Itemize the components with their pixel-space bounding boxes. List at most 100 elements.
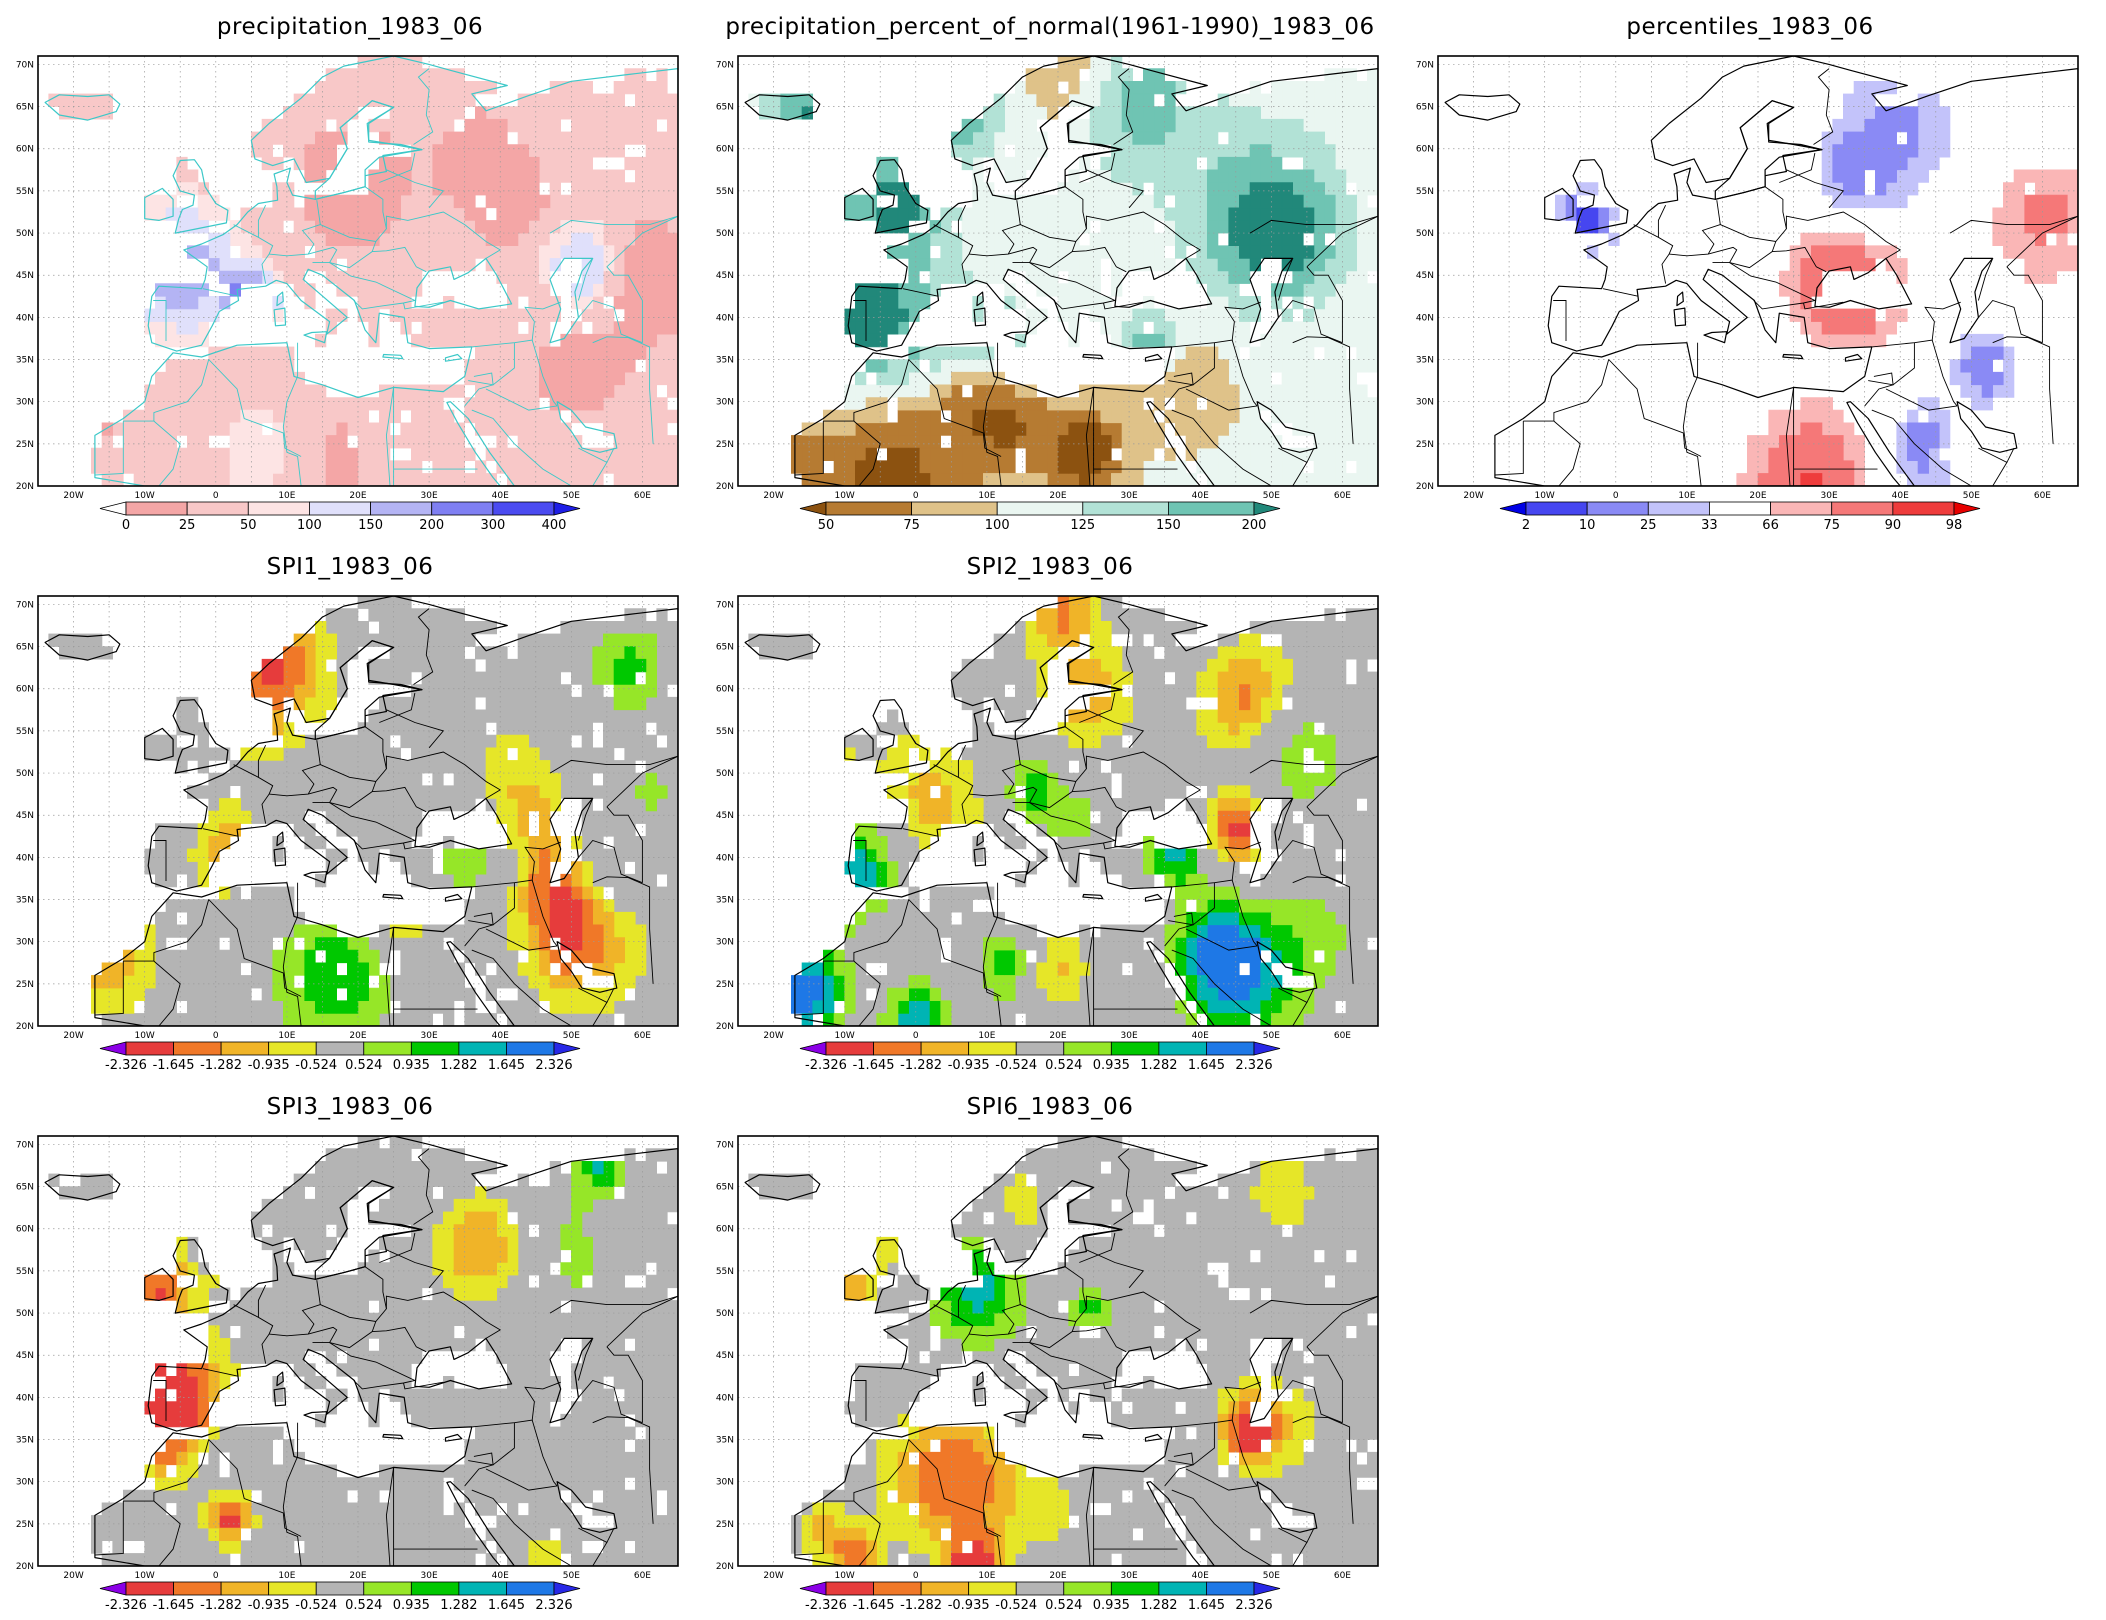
lon-tick-label: 10E	[978, 1571, 995, 1581]
colorbar-swatch	[1015, 1581, 1065, 1596]
field-region	[101, 106, 678, 486]
colorbar-label: 75	[1823, 518, 1840, 533]
lat-tick-label: 60N	[16, 685, 34, 695]
map-gridlines	[738, 596, 1378, 1026]
lon-tick-label: 10W	[134, 1031, 154, 1041]
lat-tick-label: 55N	[716, 187, 734, 197]
lon-tick-label: 30E	[421, 491, 438, 501]
lat-tick-label: 25N	[16, 980, 34, 990]
colorbar-label: 100	[297, 518, 322, 533]
lat-tick-label: 30N	[1416, 398, 1434, 408]
colorbar-swatch	[1831, 501, 1894, 516]
coastlines	[44, 1136, 678, 1566]
colorbar-swatch	[1892, 501, 1955, 516]
lat-tick-label: 40N	[716, 313, 734, 323]
colorbar-swatch	[458, 1041, 507, 1056]
lat-tick-label: 55N	[16, 1267, 34, 1277]
lat-tick-label: 20N	[1416, 482, 1434, 492]
lat-tick-label: 55N	[16, 187, 34, 197]
colorbar-label: 90	[1885, 518, 1902, 533]
colorbar-label: 75	[903, 518, 920, 533]
colorbar-swatch	[458, 1581, 507, 1596]
lon-tick-label: 0	[213, 1571, 219, 1581]
colorbar-label: 0	[122, 518, 130, 533]
colorbar-swatch	[268, 1041, 317, 1056]
lat-tick-label: 35N	[716, 1436, 734, 1446]
colorbar: -2.326 -1.645 -1.282 -0.935 -0.524 0.524 0.935…	[799, 1581, 1281, 1613]
lon-tick-label: 60E	[1334, 1031, 1351, 1041]
colorbar-swatch	[186, 501, 249, 516]
lat-tick-label: 65N	[16, 643, 34, 653]
colorbar-swatch	[125, 501, 188, 516]
lon-tick-label: 50E	[1963, 491, 1980, 501]
panel-title: SPI6_1983_06	[966, 1094, 1134, 1120]
map-gridlines	[38, 596, 678, 1026]
colorbar-swatch	[506, 1581, 555, 1596]
coastlines	[44, 56, 678, 486]
lat-tick-label: 40N	[16, 313, 34, 323]
colorbar: -2.326 -1.645 -1.282 -0.935 -0.524 0.524 0.935…	[99, 1041, 581, 1073]
colorbar-label: 200	[419, 518, 444, 533]
lat-tick-label: 40N	[716, 853, 734, 863]
lat-tick-label: 50N	[16, 229, 34, 239]
lat-tick-label: 30N	[716, 398, 734, 408]
colorbar-label: -0.935	[248, 1058, 290, 1073]
panel-title: precipitation_percent_of_normal(1961-199…	[725, 14, 1375, 40]
lat-tick-label: 20N	[716, 1022, 734, 1032]
field-region	[833, 722, 1347, 1026]
colorbar-swatch	[370, 501, 433, 516]
lon-tick-label: 20E	[349, 1031, 366, 1041]
lon-tick-label: 0	[213, 491, 219, 501]
colorbar-swatch	[125, 1041, 174, 1056]
lon-tick-label: 20W	[763, 1031, 783, 1041]
map-frame	[737, 55, 1379, 487]
colorbar-swatch	[825, 501, 912, 516]
lat-tick-label: 50N	[16, 769, 34, 779]
colorbar-swatch	[506, 1041, 555, 1056]
colorbar-label: 0.935	[393, 1598, 430, 1613]
colorbar-label: 2.326	[535, 1058, 572, 1073]
colorbar-label: 0.935	[1093, 1598, 1130, 1613]
colorbar-swatch	[410, 1041, 460, 1056]
colorbar-swatch	[492, 501, 555, 516]
lat-tick-label: 35N	[16, 896, 34, 906]
lon-tick-label: 40E	[1192, 491, 1209, 501]
colorbar-arrow-high	[553, 501, 581, 516]
map-field	[738, 1136, 1378, 1566]
map-frame	[1437, 55, 2079, 487]
lon-tick-label: 30E	[1121, 1031, 1138, 1041]
country-borders	[94, 1148, 678, 1566]
colorbar-swatch	[220, 1041, 270, 1056]
lat-tick-label: 25N	[716, 440, 734, 450]
colorbar-label: 2.326	[1235, 1598, 1272, 1613]
map-gridlines	[738, 56, 1378, 486]
colorbar-swatch	[1206, 1041, 1255, 1056]
lat-tick-label: 60N	[1416, 145, 1434, 155]
colorbar-label: 300	[480, 518, 505, 533]
colorbar-arrow-high	[1953, 501, 1981, 516]
colorbar-label: 150	[358, 518, 383, 533]
lat-tick-label: 25N	[716, 1520, 734, 1530]
lon-tick-label: 20E	[1049, 491, 1066, 501]
colorbar-label: -1.645	[153, 1058, 195, 1073]
colorbar-swatch	[968, 1581, 1017, 1596]
colorbar-label: 400	[542, 518, 567, 533]
colorbar-label: 1.282	[1140, 1058, 1177, 1073]
colorbar-swatch	[873, 1581, 922, 1596]
colorbar-label: -2.326	[105, 1598, 147, 1613]
lon-tick-label: 10E	[978, 491, 995, 501]
field-region	[1736, 169, 2078, 486]
lon-tick-label: 50E	[1263, 1031, 1280, 1041]
lon-tick-label: 20W	[763, 1571, 783, 1581]
map-field	[38, 596, 678, 1026]
map-figure: 70N 65N 60N 55N 50N 45N 40N 35N 30N 25N 20N 20W 10W 0…	[716, 595, 1379, 1073]
colorbar-swatch	[309, 501, 371, 516]
colorbar-label: 50	[818, 518, 835, 533]
colorbar-label: 1.645	[488, 1058, 525, 1073]
lon-tick-label: 20E	[349, 1571, 366, 1581]
colorbar-label: -1.282	[200, 1058, 242, 1073]
colorbar-swatch	[911, 501, 998, 516]
colorbar-swatch	[315, 1041, 365, 1056]
colorbar-swatch	[410, 1581, 460, 1596]
colorbar-label: 1.645	[488, 1598, 525, 1613]
